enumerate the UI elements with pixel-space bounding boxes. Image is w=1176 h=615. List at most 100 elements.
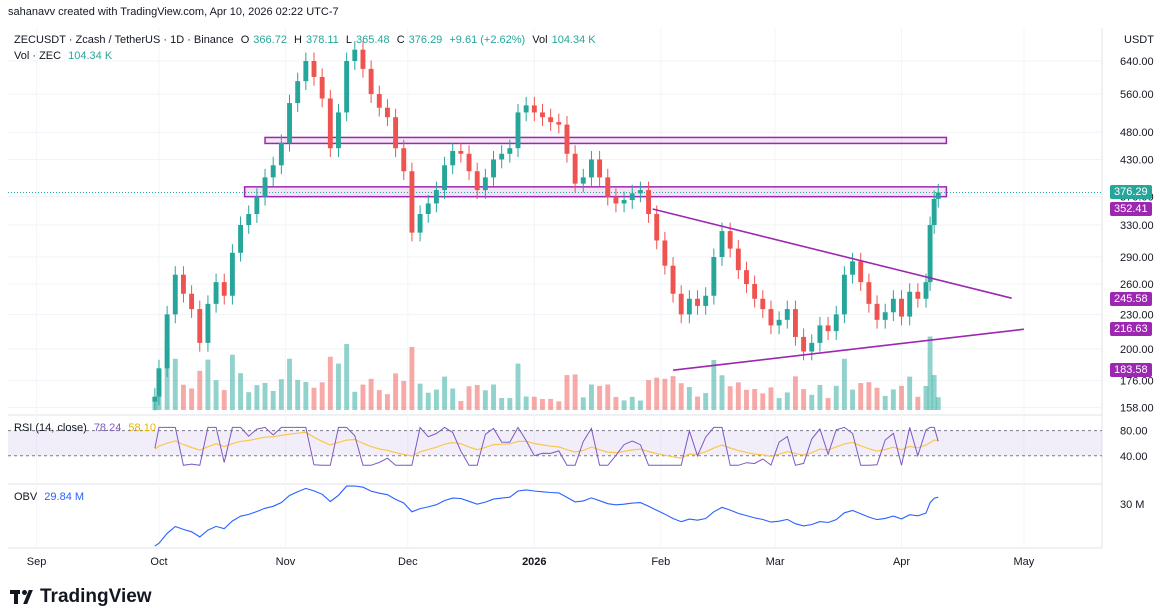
obv-pane: 30 M xyxy=(154,485,1144,547)
volume-bar xyxy=(360,384,366,410)
volume-bar xyxy=(662,378,668,410)
volume-bar xyxy=(564,375,570,410)
candle-body xyxy=(466,153,472,172)
tradingview-mark-icon xyxy=(10,590,34,604)
low-label: L xyxy=(345,34,352,46)
candle-body xyxy=(295,81,301,104)
obv-tick-label: 30 M xyxy=(1120,499,1144,511)
candle-body xyxy=(588,159,594,178)
gridlines xyxy=(8,28,1103,549)
y-tick-label: 230.00 xyxy=(1120,309,1154,321)
volume-bar xyxy=(238,373,244,410)
volume-bar xyxy=(678,383,684,410)
volume-bar xyxy=(890,389,896,410)
rsi-value: 78.24 xyxy=(93,422,122,434)
volume-bar xyxy=(507,398,513,410)
volume-bar xyxy=(499,397,505,410)
volume-bar xyxy=(548,398,554,410)
volume-bar xyxy=(295,379,301,410)
volume-bar xyxy=(229,354,235,410)
y-tick-label: 330.00 xyxy=(1120,220,1154,232)
x-tick-label: Dec xyxy=(398,556,418,568)
x-tick-label: Nov xyxy=(276,556,296,568)
candle-body xyxy=(425,203,431,214)
candle-body xyxy=(850,261,856,275)
volume-bar xyxy=(768,387,774,410)
volume-bar xyxy=(270,391,276,410)
volume-bar xyxy=(923,385,929,410)
change-value: +9.61 (+2.62%) xyxy=(449,34,526,46)
candle-body xyxy=(719,231,725,257)
volume-bar xyxy=(874,387,880,410)
vol-label: Vol xyxy=(532,34,548,46)
candle-body xyxy=(646,190,652,214)
rsi-label: RSI (14, close) xyxy=(14,422,87,434)
time-axis: Sep Oct Nov Dec 2026 Feb Mar Apr May xyxy=(27,556,1035,568)
candle-body xyxy=(336,112,341,149)
volume-bar xyxy=(613,396,619,410)
candle-body xyxy=(450,150,456,166)
open-label: O xyxy=(240,34,250,46)
candle-body xyxy=(270,165,276,178)
y-tick-label: 480.00 xyxy=(1120,127,1154,139)
candle-body xyxy=(246,213,252,226)
candle-body xyxy=(197,309,203,343)
rsi-ma-line xyxy=(154,431,939,459)
volume-bar xyxy=(670,376,676,410)
open-value: 366.72 xyxy=(253,34,287,46)
volume-bar xyxy=(927,336,933,410)
y-tick-label: 158.00 xyxy=(1120,402,1154,414)
candle-body xyxy=(760,298,766,310)
candle-body xyxy=(874,303,880,320)
candle-body xyxy=(344,61,350,113)
volume-bar xyxy=(466,386,472,410)
volume-bar xyxy=(588,384,594,410)
chart-header: sahanavv created with TradingView.com, A… xyxy=(8,6,339,18)
volume-bar xyxy=(352,391,358,410)
candle-body xyxy=(360,49,366,69)
y-tick-label: 430.00 xyxy=(1120,154,1154,166)
volume-bar xyxy=(711,359,717,410)
candle-body xyxy=(327,98,333,149)
volume-bar xyxy=(760,393,766,410)
volume-bar xyxy=(336,363,341,410)
candle-body xyxy=(927,225,933,283)
candle-body xyxy=(417,213,423,233)
candle-body xyxy=(605,177,611,197)
x-tick-label: Apr xyxy=(893,556,910,568)
candle-body xyxy=(678,293,684,315)
candle-body xyxy=(637,190,643,194)
volume-bar xyxy=(376,390,382,410)
candle-body xyxy=(368,68,374,95)
close-value: 376.29 xyxy=(408,34,443,46)
obv-line xyxy=(154,485,939,547)
candle-body xyxy=(703,295,709,306)
candle-body xyxy=(882,312,888,320)
candle-body xyxy=(866,282,872,304)
tradingview-logo[interactable]: TradingView xyxy=(10,586,152,608)
trendline xyxy=(672,328,1025,372)
obv-legend: OBV 29.84 M xyxy=(14,491,88,503)
candle-body xyxy=(923,282,929,299)
volume-bar xyxy=(474,384,480,410)
volume-bar xyxy=(540,399,545,410)
volume-bar xyxy=(189,388,195,410)
candle-body xyxy=(629,193,635,201)
candle-body xyxy=(221,282,227,296)
trendline xyxy=(652,208,1012,299)
volume-bar xyxy=(907,376,913,410)
currency-label: USDT xyxy=(1124,34,1154,46)
volume-bar xyxy=(303,381,309,410)
candle-body xyxy=(254,196,260,214)
candle-body xyxy=(801,336,807,352)
volume-bar xyxy=(287,358,292,410)
volume-bar xyxy=(172,358,178,410)
candle-body xyxy=(711,256,717,296)
volume-bar xyxy=(935,397,941,410)
candle-body xyxy=(776,319,782,326)
volume-bar xyxy=(311,387,317,410)
price-axis: 640.00560.00480.00430.00370.00330.00290.… xyxy=(1120,56,1154,414)
volume-bar xyxy=(515,363,521,410)
candle-body xyxy=(152,396,158,402)
